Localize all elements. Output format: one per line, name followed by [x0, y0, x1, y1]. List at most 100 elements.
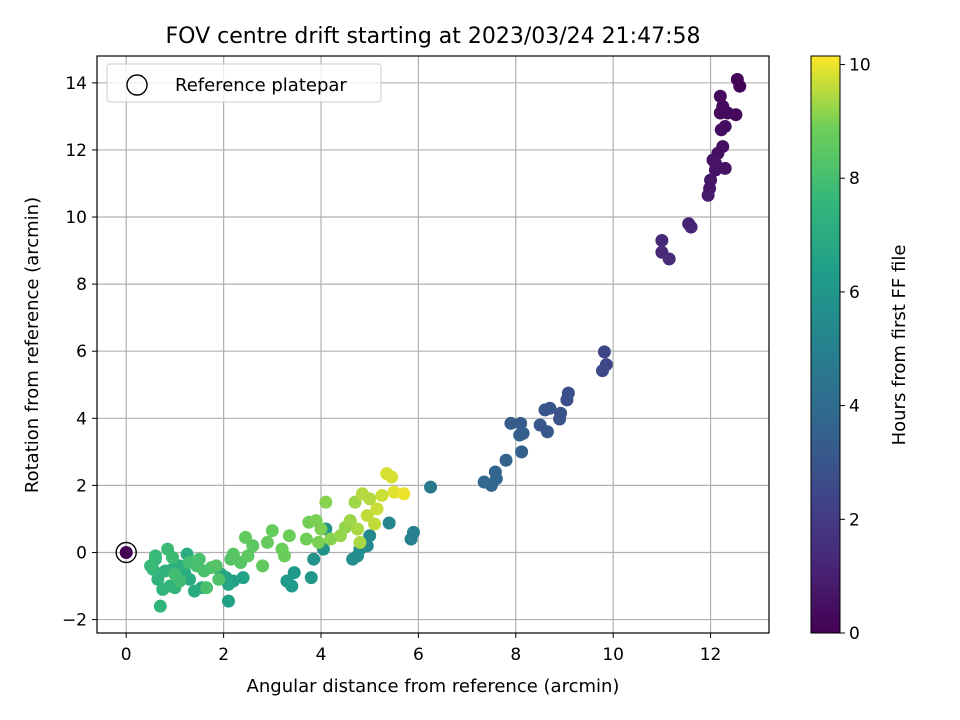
- data-point: [260, 535, 274, 549]
- y-axis-ticks: −2 0 2 4 6 8 10 12 14: [62, 74, 97, 631]
- data-point: [346, 552, 360, 566]
- data-point: [314, 522, 328, 536]
- data-point: [713, 89, 727, 103]
- chart-title: FOV centre drift starting at 2023/03/24 …: [166, 24, 701, 49]
- colorbar-tick-label: 6: [849, 283, 860, 303]
- data-point: [595, 364, 609, 378]
- data-point: [351, 522, 365, 536]
- y-axis-label: Rotation from reference (arcmin): [22, 197, 43, 493]
- data-point: [343, 514, 357, 528]
- data-point: [553, 412, 567, 426]
- data-point: [560, 393, 574, 407]
- x-tick-label: 4: [316, 645, 327, 665]
- y-tick-label: −2: [62, 611, 87, 631]
- data-point: [265, 524, 279, 538]
- data-point: [221, 577, 235, 591]
- x-tick-label: 6: [413, 645, 424, 665]
- data-point: [382, 516, 396, 530]
- data-point: [484, 478, 498, 492]
- x-axis-label: Angular distance from reference (arcmin): [247, 676, 620, 697]
- data-point: [363, 529, 377, 543]
- data-point: [368, 517, 382, 531]
- data-point: [282, 529, 296, 543]
- data-point: [192, 552, 206, 566]
- y-tick-label: 4: [76, 409, 87, 429]
- x-tick-label: 12: [700, 645, 722, 665]
- colorbar-tick-label: 10: [849, 56, 871, 76]
- data-point: [148, 549, 162, 563]
- data-point: [718, 161, 732, 175]
- y-tick-label: 14: [65, 74, 87, 94]
- data-point: [597, 345, 611, 359]
- y-tick-label: 10: [65, 208, 87, 228]
- data-point: [385, 470, 399, 484]
- data-point: [363, 492, 377, 506]
- data-point: [375, 488, 389, 502]
- data-point: [299, 532, 313, 546]
- y-tick-label: 2: [76, 476, 87, 496]
- data-point: [209, 559, 223, 573]
- data-point: [312, 535, 326, 549]
- data-point: [187, 584, 201, 598]
- reference-point: [119, 545, 133, 559]
- data-point: [504, 416, 518, 430]
- data-point: [360, 509, 374, 523]
- legend-box: [106, 63, 382, 103]
- colorbar: [810, 55, 841, 634]
- data-point: [499, 453, 513, 467]
- data-point: [241, 549, 255, 563]
- legend-label: Reference platepar: [175, 75, 347, 96]
- data-point: [655, 234, 669, 248]
- data-point: [256, 559, 270, 573]
- colorbar-tick-label: 4: [849, 397, 860, 417]
- data-point: [319, 495, 333, 509]
- data-point: [353, 535, 367, 549]
- x-axis-ticks: 0 2 4 6 8 10 12: [121, 633, 722, 665]
- data-point: [221, 594, 235, 608]
- colorbar-tick-label: 8: [849, 169, 860, 189]
- colorbar-tick-label: 0: [849, 624, 860, 644]
- data-point: [239, 530, 253, 544]
- y-tick-label: 8: [76, 275, 87, 295]
- data-point: [285, 579, 299, 593]
- data-point: [721, 106, 735, 120]
- plot-frame: [96, 55, 770, 634]
- data-point: [153, 599, 167, 613]
- data-point: [514, 416, 528, 430]
- data-point: [200, 581, 214, 595]
- y-tick-label: 6: [76, 342, 87, 362]
- data-point: [404, 532, 418, 546]
- data-point: [387, 485, 401, 499]
- data-point: [165, 551, 179, 565]
- data-point: [304, 571, 318, 585]
- data-point: [370, 502, 384, 516]
- y-tick-label: 0: [76, 543, 87, 563]
- data-point: [662, 252, 676, 266]
- data-point: [173, 574, 187, 588]
- data-point: [226, 547, 240, 561]
- data-point: [397, 487, 411, 501]
- data-point: [714, 123, 728, 137]
- data-point: [236, 571, 250, 585]
- x-tick-label: 8: [510, 645, 521, 665]
- data-point: [277, 549, 291, 563]
- data-point: [212, 572, 226, 586]
- x-tick-label: 2: [218, 645, 229, 665]
- reference-marker: [115, 541, 137, 564]
- data-point: [540, 425, 554, 439]
- colorbar-ticks: 0 2 4 6 8 10: [840, 56, 871, 644]
- data-point: [538, 403, 552, 417]
- x-tick-label: 0: [121, 645, 132, 665]
- data-point: [151, 572, 165, 586]
- data-point: [515, 445, 529, 459]
- legend-marker: [126, 74, 148, 96]
- y-tick-label: 12: [65, 141, 87, 161]
- data-point: [246, 539, 260, 553]
- grid: [97, 56, 769, 633]
- data-point: [701, 188, 715, 202]
- reference-ring: [115, 541, 137, 564]
- data-point: [287, 566, 301, 580]
- data-point: [307, 552, 321, 566]
- data-point: [684, 220, 698, 234]
